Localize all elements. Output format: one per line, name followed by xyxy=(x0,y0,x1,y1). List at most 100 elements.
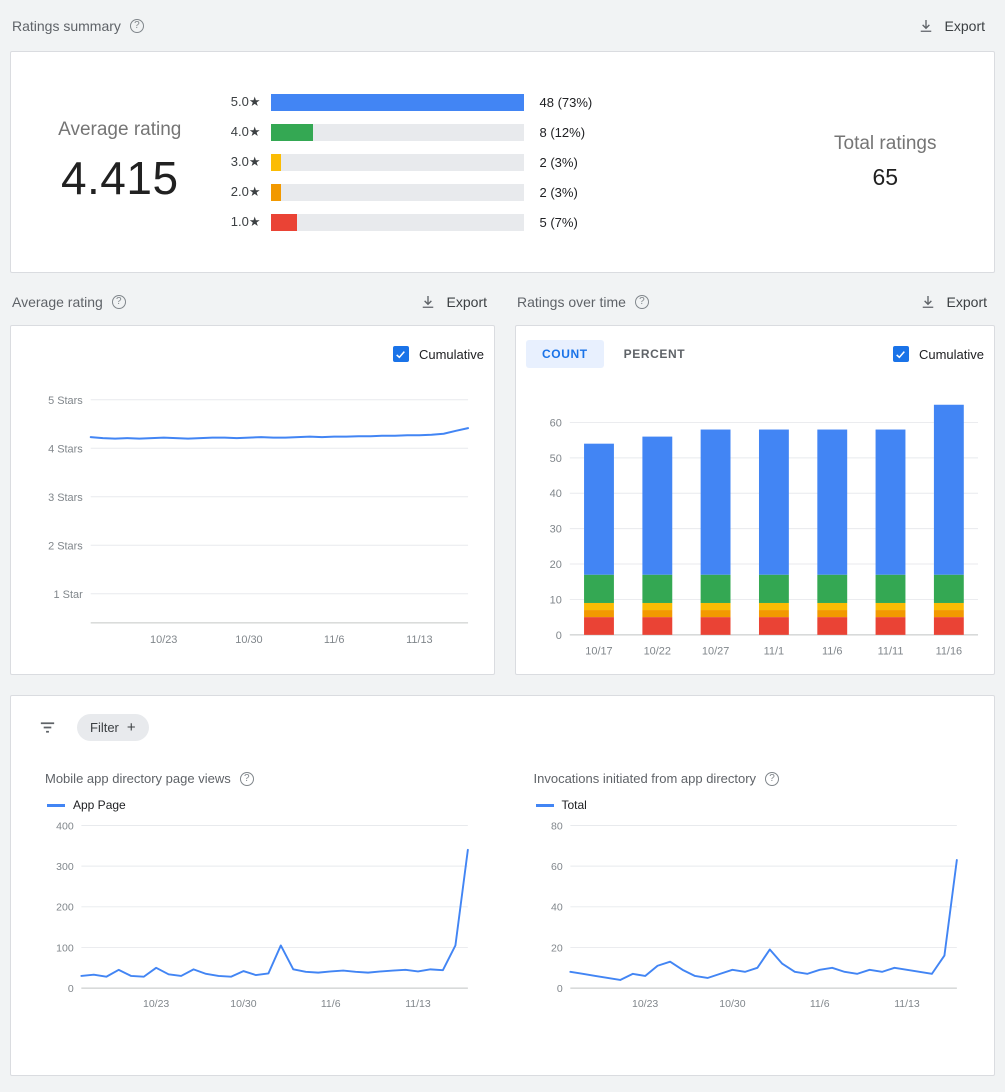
filter-chip[interactable]: Filter + xyxy=(77,714,149,741)
ratings-over-time-export-button[interactable]: Export xyxy=(913,289,993,315)
add-filter-icon: + xyxy=(126,719,136,736)
ratings-summary-card: Average rating 4.415 5.0★ 48 (73%) 4.0★ 8 (… xyxy=(10,51,995,273)
svg-text:11/6: 11/6 xyxy=(321,998,341,1010)
help-icon[interactable]: ? xyxy=(634,295,649,309)
svg-text:2 Stars: 2 Stars xyxy=(48,540,83,552)
total-ratings-value: 65 xyxy=(872,164,899,190)
svg-text:50: 50 xyxy=(550,453,562,465)
star-level-label: 5.0★ xyxy=(230,94,261,109)
svg-text:11/6: 11/6 xyxy=(324,634,344,646)
check-icon xyxy=(396,350,406,358)
rating-bar-fill xyxy=(270,183,282,201)
summary-export-label: Export xyxy=(944,18,985,34)
star-level-label: 3.0★ xyxy=(230,154,261,169)
svg-text:1 Star: 1 Star xyxy=(54,589,84,601)
svg-text:11/11: 11/11 xyxy=(878,646,904,658)
rating-bar-fill xyxy=(270,153,282,171)
cumulative-checkbox[interactable] xyxy=(392,346,409,362)
ratings-summary-title-row: Ratings summary ? xyxy=(12,18,144,34)
invocations-line-chart: 0 20 40 60 80 10/23 10/30 11/6 11/13 xyxy=(550,820,958,1010)
average-rating-value: 4.415 xyxy=(60,152,179,204)
svg-text:10/23: 10/23 xyxy=(631,998,657,1010)
svg-text:30: 30 xyxy=(550,524,562,536)
ratings-over-time-title-row: Ratings over time ? xyxy=(517,294,649,310)
svg-text:10/30: 10/30 xyxy=(235,634,262,646)
total-ratings-label: Total ratings xyxy=(834,133,937,154)
average-rating-block: Average rating 4.415 xyxy=(23,119,217,205)
svg-text:11/16: 11/16 xyxy=(936,646,963,658)
cumulative-label: Cumulative xyxy=(418,346,484,362)
svg-text:10/22: 10/22 xyxy=(644,646,671,658)
star-level-label: 2.0★ xyxy=(230,184,261,199)
svg-text:11/6: 11/6 xyxy=(809,998,829,1010)
svg-text:300: 300 xyxy=(56,861,74,873)
rating-count-label: 2 (3%) xyxy=(539,154,578,170)
svg-text:4 Stars: 4 Stars xyxy=(48,443,83,455)
rating-count-label: 48 (73%) xyxy=(539,94,593,110)
page-views-legend-label: App Page xyxy=(73,798,126,812)
svg-text:10/30: 10/30 xyxy=(230,998,256,1010)
download-icon xyxy=(922,296,933,308)
help-icon[interactable]: ? xyxy=(129,19,144,33)
middle-panels: Average rating ? Export xyxy=(0,273,1005,675)
rating-bar-fill xyxy=(270,93,524,111)
svg-text:80: 80 xyxy=(550,820,562,832)
page-views-chart-block: Mobile app directory page views ? App Pa… xyxy=(45,745,476,1017)
ratings-over-time-chart-card: COUNT PERCENT Cumulative 0 10 20 30 40 50 60 10… xyxy=(515,325,995,675)
invocations-title-row: Invocations initiated from app directory… xyxy=(534,771,965,786)
rating-bar-track xyxy=(270,153,524,171)
star-level-label: 4.0★ xyxy=(230,124,261,139)
svg-text:10/27: 10/27 xyxy=(702,646,729,658)
average-rating-export-label: Export xyxy=(446,294,487,310)
page-views-line-chart: 0 100 200 300 400 10/23 10/30 11/6 11/13 xyxy=(56,820,469,1010)
svg-text:10/23: 10/23 xyxy=(143,998,169,1010)
invocations-title: Invocations initiated from app directory xyxy=(533,771,757,786)
average-rating-title-row: Average rating ? xyxy=(12,294,126,310)
svg-text:11/1: 11/1 xyxy=(764,646,784,658)
tab-percent[interactable]: PERCENT xyxy=(623,347,686,361)
page-views-legend: App Page xyxy=(47,798,476,812)
summary-export-button[interactable]: Export xyxy=(911,13,991,39)
svg-text:0: 0 xyxy=(556,983,562,995)
count-percent-tabs: COUNT PERCENT xyxy=(526,340,701,368)
ratings-summary-header: Ratings summary ? Export xyxy=(0,0,1005,51)
ratings-over-time-panel: Ratings over time ? Export COUNT PERCENT xyxy=(515,273,995,675)
cumulative-toggle: Cumulative xyxy=(392,346,484,362)
rating-breakdown-row: 1.0★ 5 (7%) xyxy=(217,207,789,237)
svg-text:200: 200 xyxy=(56,902,74,914)
cumulative-toggle: Cumulative xyxy=(892,346,984,362)
svg-text:11/13: 11/13 xyxy=(406,634,433,646)
ratings-summary-title: Ratings summary xyxy=(12,18,121,34)
svg-text:10/23: 10/23 xyxy=(150,634,177,646)
legend-line-swatch xyxy=(47,803,65,807)
invocations-legend: Total xyxy=(535,798,965,812)
invocations-legend-label: Total xyxy=(561,798,587,812)
download-icon xyxy=(920,20,931,32)
average-rating-line-chart: 5 Stars 4 Stars 3 Stars 2 Stars 1 Star 10/23 1… xyxy=(48,395,470,646)
help-icon[interactable]: ? xyxy=(239,771,254,786)
check-icon xyxy=(896,350,906,358)
svg-text:20: 20 xyxy=(550,942,562,954)
average-rating-panel: Average rating ? Export xyxy=(10,273,495,675)
legend-line-swatch xyxy=(535,803,554,807)
invocations-chart-block: Invocations initiated from app directory… xyxy=(534,745,965,1017)
page-views-title-row: Mobile app directory page views ? xyxy=(45,771,476,786)
rating-count-label: 8 (12%) xyxy=(539,124,586,140)
rating-bar-track xyxy=(270,213,524,231)
rating-breakdown-row: 2.0★ 2 (3%) xyxy=(217,177,789,207)
help-icon[interactable]: ? xyxy=(111,295,126,309)
svg-text:10/17: 10/17 xyxy=(585,646,612,658)
cumulative-label: Cumulative xyxy=(918,346,984,362)
svg-text:100: 100 xyxy=(56,942,74,954)
rating-bar-track xyxy=(270,123,524,141)
rating-breakdown-row: 3.0★ 2 (3%) xyxy=(217,147,789,177)
average-rating-panel-header: Average rating ? Export xyxy=(10,273,495,325)
cumulative-checkbox[interactable] xyxy=(892,346,909,362)
average-rating-export-button[interactable]: Export xyxy=(413,289,493,315)
ratings-over-time-panel-header: Ratings over time ? Export xyxy=(515,273,995,325)
help-icon[interactable]: ? xyxy=(765,771,780,786)
directory-charts: Mobile app directory page views ? App Pa… xyxy=(11,745,994,1017)
filter-list-icon[interactable] xyxy=(38,718,57,737)
ratings-over-time-toolbar: COUNT PERCENT Cumulative xyxy=(526,338,984,370)
tab-count[interactable]: COUNT xyxy=(526,340,604,368)
